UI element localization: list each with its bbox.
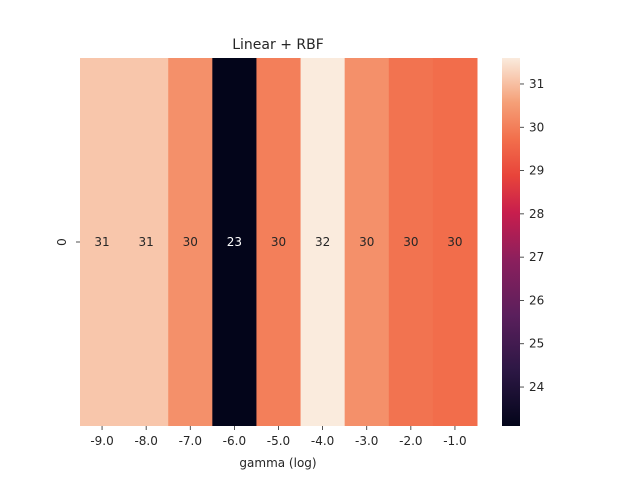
heatmap-cell xyxy=(80,58,125,426)
colorbar-tick-label: 29 xyxy=(529,164,544,178)
heatmap-cell xyxy=(388,58,434,426)
colorbar-tick-label: 26 xyxy=(529,293,544,307)
heatmap-cell xyxy=(432,58,478,426)
x-tick-label: -1.0 xyxy=(443,434,466,448)
x-tick-label: -5.0 xyxy=(267,434,290,448)
x-tick-label: -6.0 xyxy=(223,434,246,448)
cell-annotations: 31 31 30 23 30 32 30 30 30 xyxy=(94,235,462,249)
heatmap-cell xyxy=(256,58,302,426)
heatmap-cell xyxy=(344,58,390,426)
cell-annotation: 32 xyxy=(315,235,330,249)
cell-annotation: 30 xyxy=(183,235,198,249)
colorbar-tick-label: 24 xyxy=(529,380,544,394)
x-axis-ticks: -9.0 -8.0 -7.0 -6.0 -5.0 -4.0 -3.0 -2.0 -1.0 xyxy=(90,426,467,448)
cell-annotation: 31 xyxy=(94,235,109,249)
cell-annotation: 31 xyxy=(139,235,154,249)
x-tick-label: -8.0 xyxy=(134,434,157,448)
colorbar xyxy=(502,58,520,426)
heatmap-cell xyxy=(168,58,213,426)
x-axis-label: gamma (log) xyxy=(239,456,316,470)
cell-annotation: 30 xyxy=(403,235,418,249)
x-tick-label: -3.0 xyxy=(355,434,378,448)
cell-annotation: 30 xyxy=(271,235,286,249)
y-axis-ticks: 0 xyxy=(55,238,80,246)
chart-title: Linear + RBF xyxy=(232,37,324,53)
colorbar-tick-label: 31 xyxy=(529,77,544,91)
heatmap-cell xyxy=(124,58,169,426)
colorbar-tick-label: 28 xyxy=(529,207,544,221)
colorbar-tick-label: 27 xyxy=(529,250,544,264)
x-tick-label: -7.0 xyxy=(179,434,202,448)
heatmap-cells xyxy=(80,58,478,426)
x-tick-label: -4.0 xyxy=(311,434,334,448)
heatmap-cell xyxy=(300,58,346,426)
heatmap-cell xyxy=(212,58,257,426)
colorbar-ticks: 24 25 26 27 28 29 30 31 xyxy=(520,77,544,394)
colorbar-tick-label: 30 xyxy=(529,120,544,134)
cell-annotation: 30 xyxy=(359,235,374,249)
colorbar-tick-label: 25 xyxy=(529,337,544,351)
y-tick-label: 0 xyxy=(55,238,69,246)
cell-annotation: 30 xyxy=(447,235,462,249)
x-tick-label: -2.0 xyxy=(399,434,422,448)
cell-annotation: 23 xyxy=(227,235,242,249)
x-tick-label: -9.0 xyxy=(90,434,113,448)
